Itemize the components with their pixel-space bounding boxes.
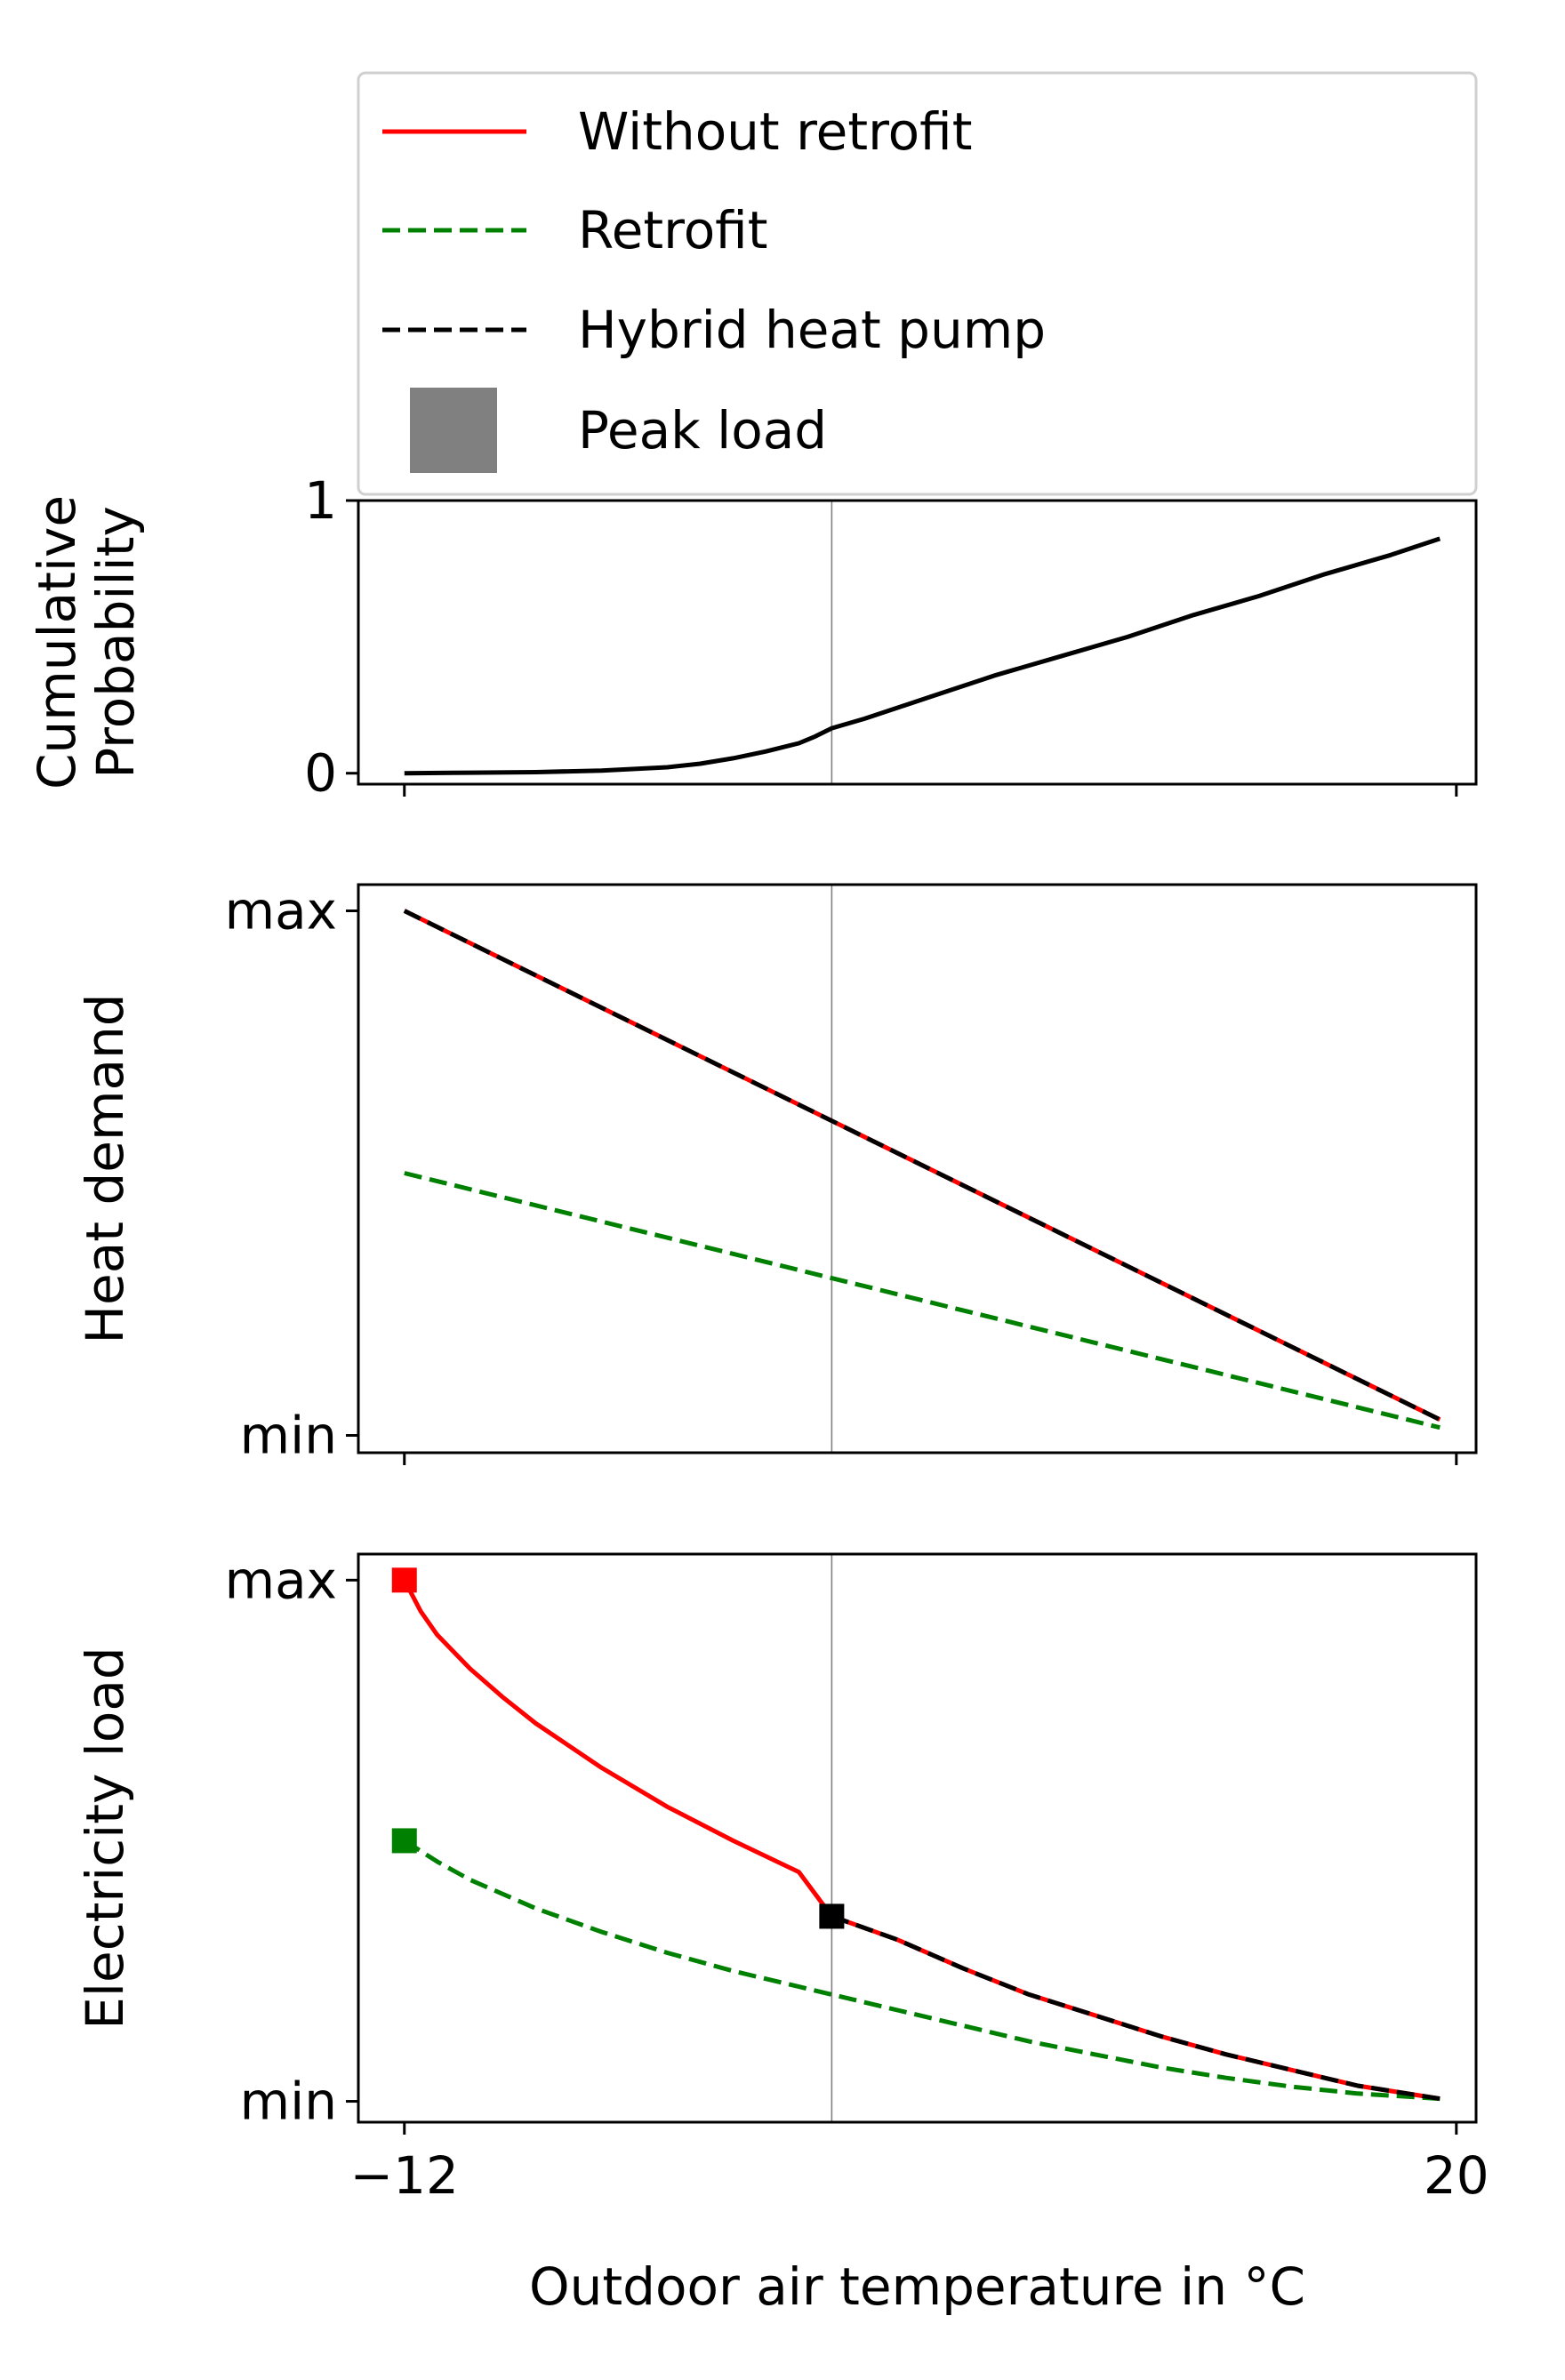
legend-label-hybrid-heat-pump: Hybrid heat pump xyxy=(578,300,1046,360)
series-cumulative-probability xyxy=(404,536,1441,776)
x-tick-label: 20 xyxy=(1424,2145,1489,2206)
y-tick-label: max xyxy=(225,1550,337,1610)
series-without-retrofit xyxy=(402,1579,1441,2102)
axes-frame xyxy=(357,499,1478,786)
series-hybrid-heat-pump xyxy=(831,1914,1441,2102)
peak-marker-retrofit xyxy=(391,1828,417,1854)
series-retrofit xyxy=(403,1839,1441,2102)
y-axis-label: Probability xyxy=(85,506,146,779)
series-retrofit xyxy=(404,1171,1441,1430)
y-tick-label: max xyxy=(225,881,337,942)
peak-marker-without-retrofit xyxy=(391,1567,417,1593)
panel-heat: min max Heat demand xyxy=(75,881,1478,1466)
legend: Without retrofit Retrofit Hybrid heat pump… xyxy=(357,71,1478,496)
legend-frame xyxy=(357,71,1478,496)
x-tick-label: −12 xyxy=(350,2145,459,2206)
y-tick-label: min xyxy=(240,2071,337,2132)
legend-label-without-retrofit: Without retrofit xyxy=(578,101,972,162)
series-hybrid-heat-pump xyxy=(403,909,1441,1422)
panel-electricity: min max −12 20 Electricity load xyxy=(75,1550,1489,2206)
x-axis-label: Outdoor air temperature in °C xyxy=(529,2256,1305,2317)
peak-marker-hybrid-heat-pump xyxy=(819,1903,845,1929)
y-axis-label: Electricity load xyxy=(75,1647,135,2030)
y-axis-label: Heat demand xyxy=(75,993,135,1343)
legend-handle-peak-load xyxy=(410,388,497,473)
y-tick-label: 1 xyxy=(304,470,337,531)
legend-label-retrofit: Retrofit xyxy=(578,200,767,260)
y-tick-label: 0 xyxy=(304,743,337,804)
axes-frame xyxy=(357,1552,1478,2124)
y-axis-label: Cumulative xyxy=(27,495,87,789)
y-tick-label: min xyxy=(240,1406,337,1466)
axes-frame xyxy=(357,883,1478,1454)
legend-label-peak-load: Peak load xyxy=(578,400,827,461)
